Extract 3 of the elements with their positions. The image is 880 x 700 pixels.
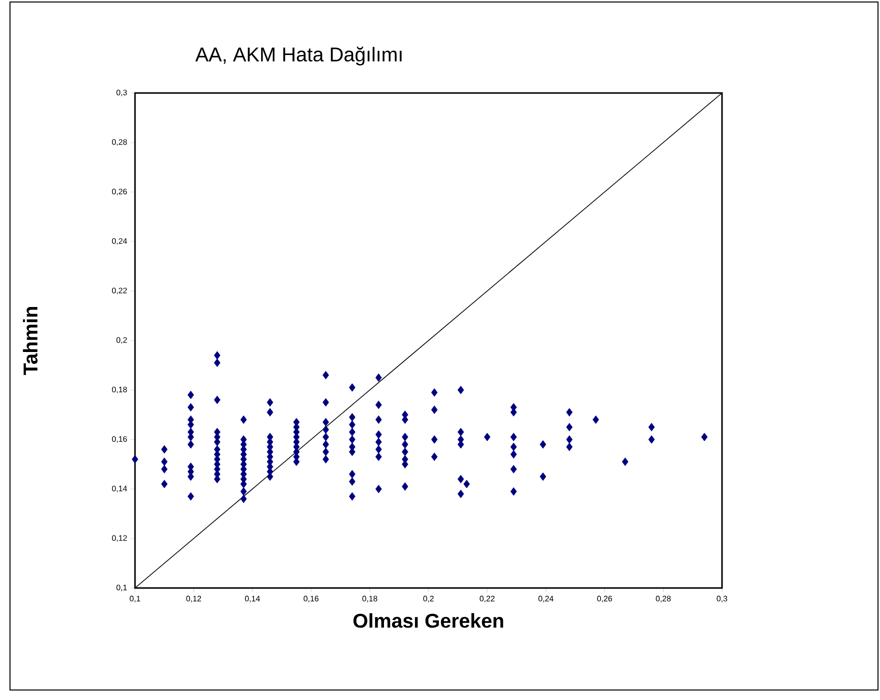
x-axis-title: Olması Gereken (353, 613, 504, 628)
y-axis-title: Tahmin (22, 307, 38, 375)
chart-title: AA, AKM Hata Dağılımı (195, 46, 402, 66)
